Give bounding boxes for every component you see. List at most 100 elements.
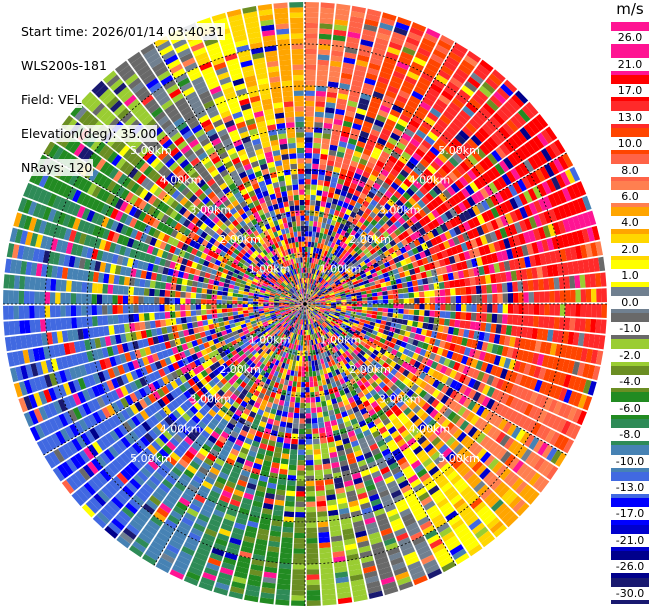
ppi-gate — [318, 427, 326, 434]
ppi-gate — [567, 261, 575, 275]
ppi-gate — [425, 270, 433, 278]
ppi-gate — [307, 294, 310, 300]
ppi-gate — [368, 346, 375, 353]
ppi-gate — [334, 279, 340, 284]
ppi-gate — [318, 284, 324, 290]
ppi-gate — [314, 296, 320, 300]
ppi-gate — [382, 61, 395, 71]
ppi-gate — [406, 174, 416, 184]
ppi-gate — [299, 418, 305, 424]
ppi-gate — [528, 364, 537, 377]
ppi-gate — [315, 275, 320, 281]
ppi-gate — [442, 60, 457, 72]
ppi-gate — [280, 458, 289, 465]
ppi-gate — [393, 146, 404, 155]
ppi-gate — [317, 259, 322, 266]
ppi-gate — [399, 271, 406, 278]
ppi-gate — [305, 361, 309, 367]
ppi-gate — [383, 299, 389, 304]
ppi-gate — [315, 306, 321, 308]
ppi-gate — [401, 213, 410, 222]
ppi-gate — [442, 130, 454, 141]
ppi-gate — [443, 281, 450, 289]
ppi-gate — [356, 248, 363, 255]
ppi-gate — [476, 63, 491, 77]
ppi-gate — [418, 315, 425, 323]
ppi-gate — [314, 360, 318, 366]
ppi-gate — [380, 320, 387, 326]
ppi-gate — [507, 184, 518, 197]
ppi-gate — [549, 142, 562, 157]
ppi-gate — [341, 271, 347, 277]
ppi-gate — [351, 295, 357, 299]
ppi-gate — [389, 239, 397, 247]
ppi-gate — [409, 95, 421, 105]
ppi-gate — [372, 307, 378, 312]
ppi-gate — [357, 180, 366, 188]
ppi-gate — [486, 294, 493, 303]
ppi-gate — [331, 134, 340, 141]
ppi-gate — [436, 372, 445, 382]
ppi-gate — [594, 272, 602, 287]
ppi-gate — [425, 28, 441, 39]
ppi-gate — [440, 65, 454, 77]
ppi-gate — [292, 579, 305, 586]
ppi-gate — [486, 169, 497, 181]
ppi-gate — [340, 324, 346, 330]
ppi-gate — [295, 501, 305, 508]
ppi-gate — [352, 252, 359, 259]
ppi-gate — [442, 273, 449, 282]
ppi-gate — [357, 235, 364, 242]
ppi-gate — [531, 242, 539, 254]
ppi-gate — [473, 247, 481, 258]
ppi-gate — [553, 434, 565, 449]
ppi-gate — [336, 245, 342, 252]
ppi-gate — [328, 252, 334, 259]
ppi-gate — [563, 374, 572, 388]
ppi-gate — [462, 221, 472, 232]
ppi-gate — [528, 304, 535, 315]
ppi-gate — [374, 86, 386, 95]
ppi-gate — [421, 257, 429, 265]
ppi-gate — [455, 164, 467, 176]
ppi-gate — [486, 313, 493, 323]
ppi-gate — [574, 275, 581, 289]
ppi-gate — [456, 336, 463, 345]
ppi-gate — [372, 339, 380, 346]
ppi-gate — [435, 74, 449, 85]
ppi-gate — [370, 186, 379, 195]
ppi-gate — [506, 248, 514, 260]
ppi-gate — [359, 130, 370, 139]
ppi-gate — [292, 558, 305, 565]
ppi-gate — [319, 552, 332, 559]
ppi-gate — [392, 332, 400, 339]
ppi-gate — [566, 185, 577, 200]
ppi-gate — [565, 304, 571, 317]
ppi-gate — [524, 339, 532, 351]
ppi-gate — [368, 156, 378, 165]
ppi-gate — [450, 246, 459, 255]
ppi-gate — [480, 361, 489, 372]
ppi-gate — [293, 412, 300, 419]
ppi-gate — [333, 289, 339, 293]
ppi-gate — [396, 60, 410, 71]
ppi-gate — [311, 236, 316, 243]
ppi-gate — [314, 308, 320, 312]
ppi-gate — [470, 358, 479, 369]
ppi-gate — [277, 479, 287, 486]
ppi-gate — [332, 34, 346, 42]
ppi-gate — [546, 414, 558, 428]
ppi-gate — [486, 386, 496, 398]
ppi-gate — [381, 344, 389, 351]
ppi-gate — [357, 197, 365, 205]
ppi-gate — [413, 85, 427, 96]
ppi-gate — [458, 223, 467, 234]
ppi-gate — [332, 261, 338, 268]
ppi-gate — [306, 283, 309, 289]
ppi-gate — [305, 356, 308, 362]
ppi-gate — [513, 258, 521, 270]
ppi-gate — [334, 14, 349, 21]
ppi-gate — [451, 97, 465, 109]
ppi-gate — [316, 190, 323, 196]
ppi-gate — [320, 278, 325, 284]
